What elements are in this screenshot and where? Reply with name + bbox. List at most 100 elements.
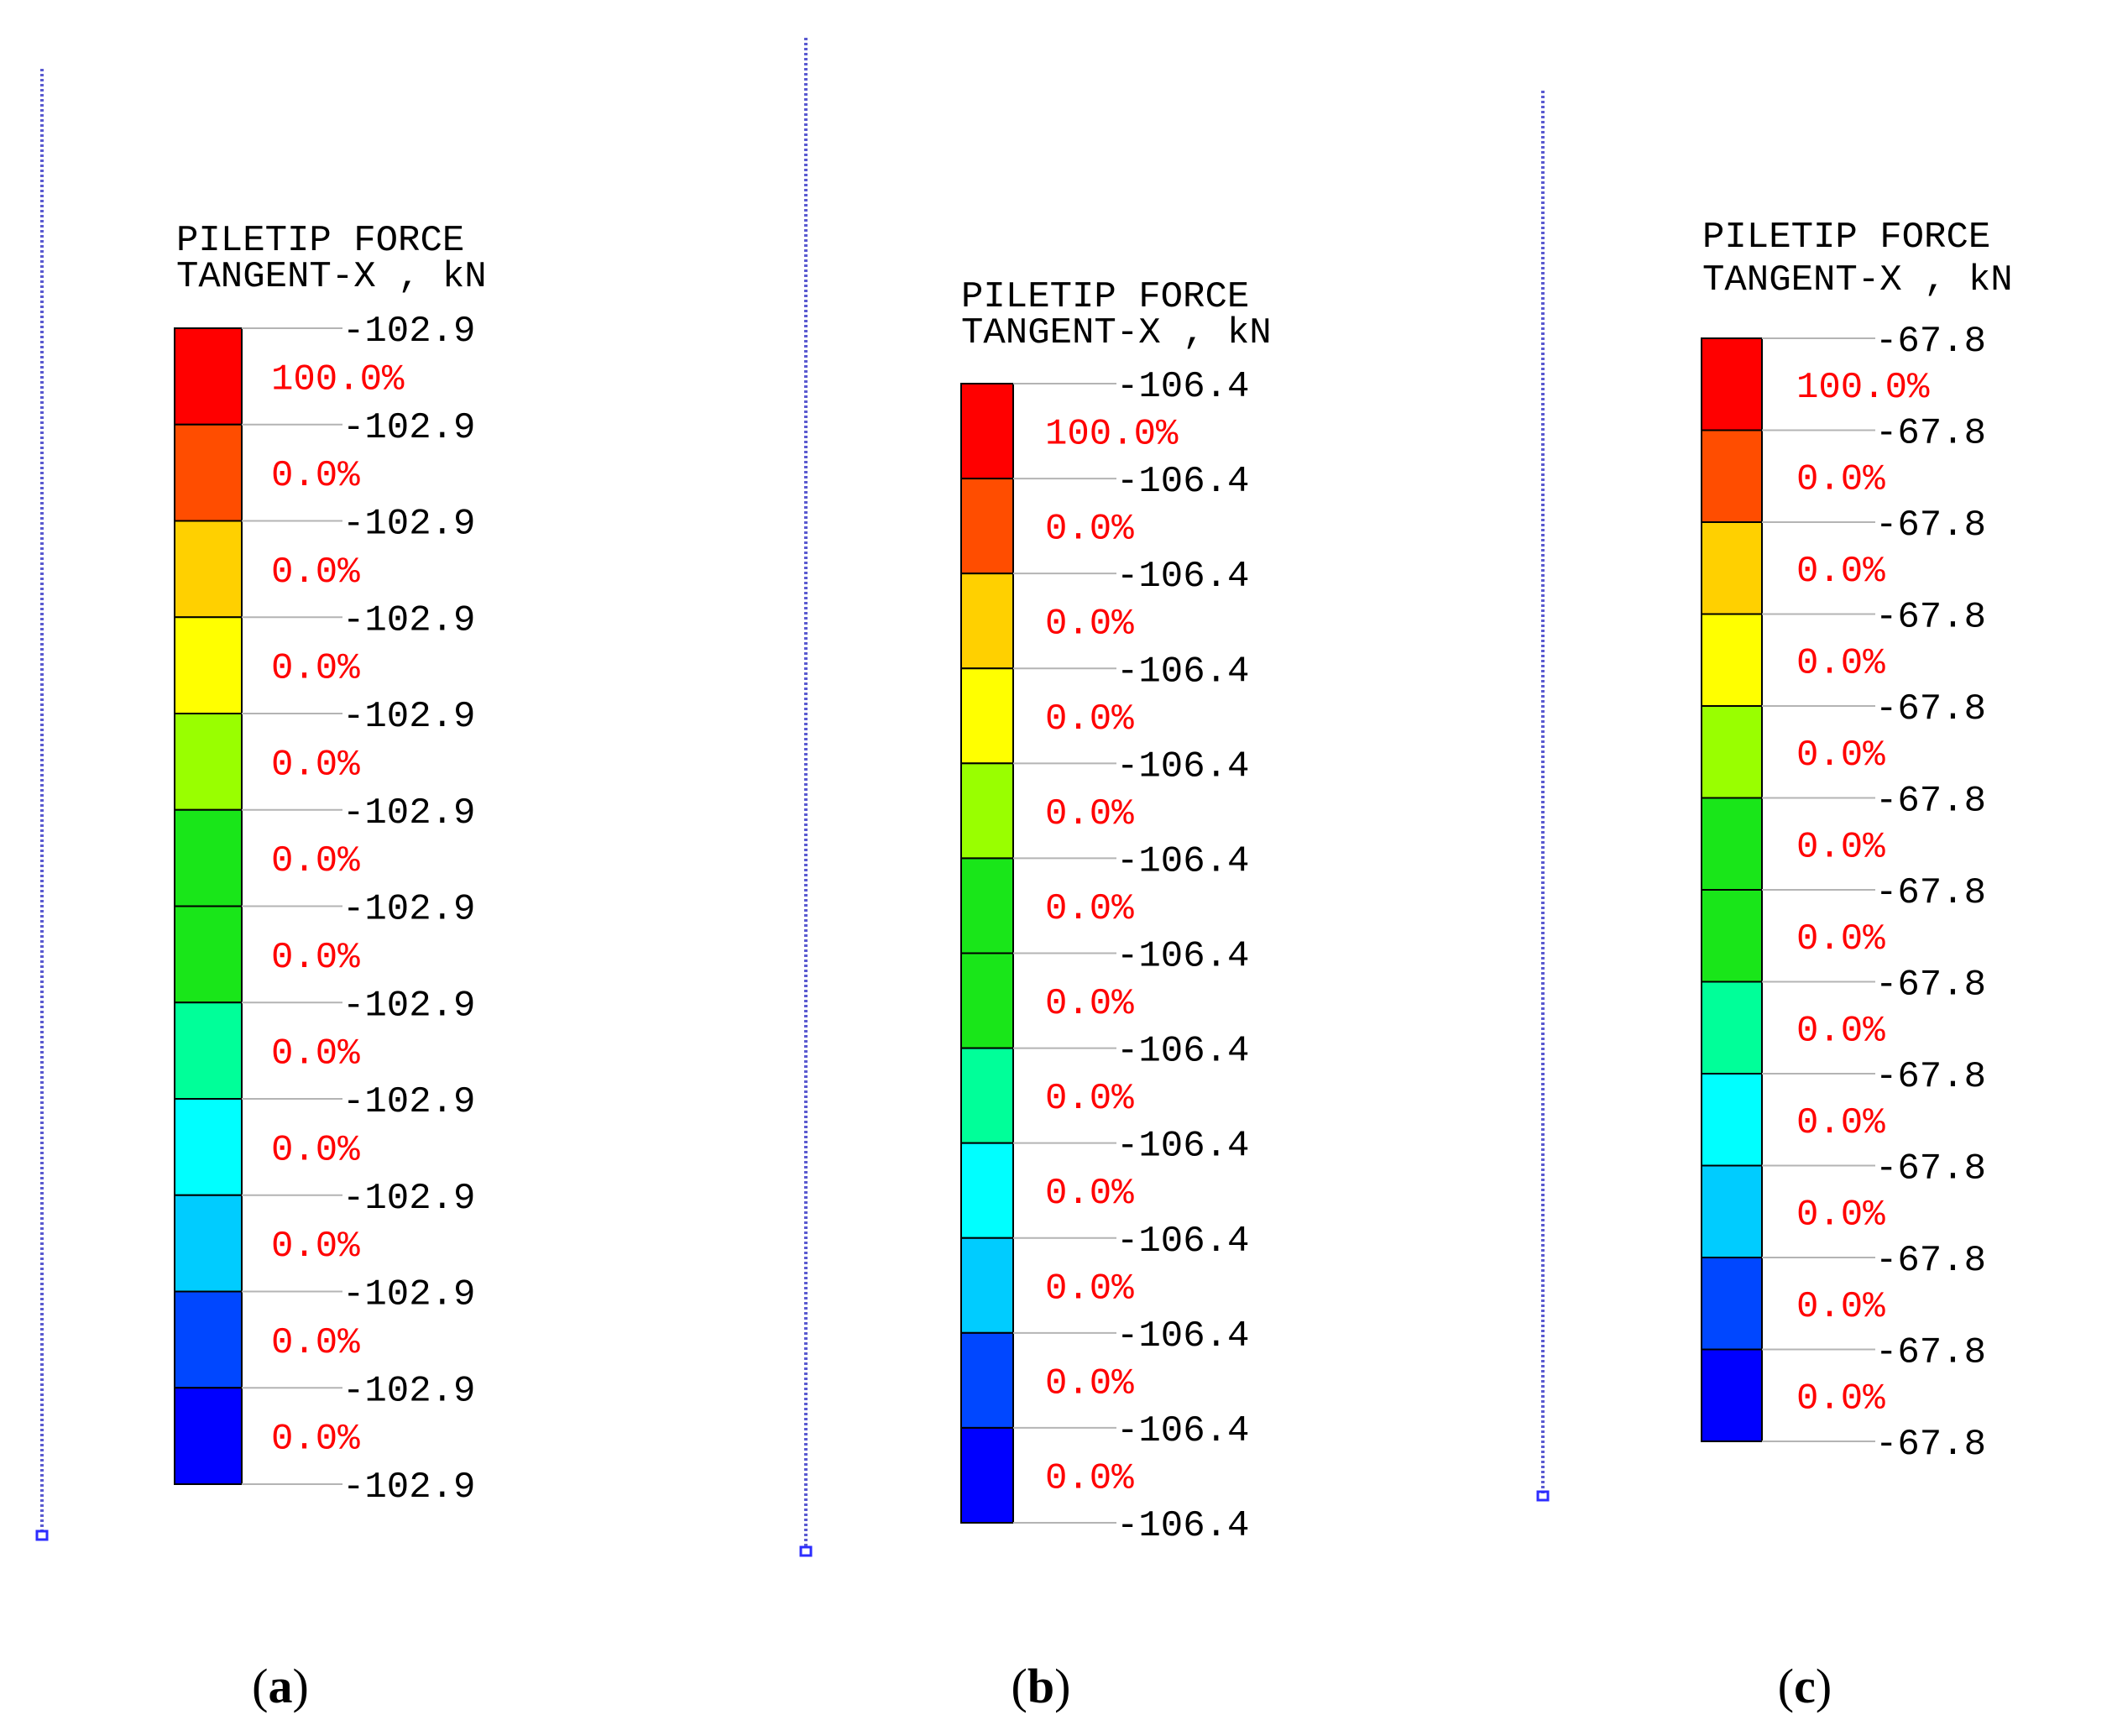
band-percent-label: 100.0% (271, 358, 405, 400)
band-percent-label: 0.0% (1796, 642, 1885, 684)
color-band-4 (174, 713, 243, 811)
scale-value-label: -67.8 (1875, 872, 1986, 914)
scale-value-label: -102.9 (342, 792, 475, 834)
panel-caption: (c) (1778, 1659, 1832, 1713)
scale-value-label: -67.8 (1875, 321, 1986, 363)
legend-title-line2: TANGENT-X , kN (1702, 259, 2013, 301)
band-percent-label: 0.0% (1796, 551, 1885, 593)
scale-value-label: -67.8 (1875, 1148, 1986, 1190)
scale-value-label: -67.8 (1875, 1332, 1986, 1374)
scale-value-label: -67.8 (1875, 1424, 1986, 1466)
panel-caption-letter: a (269, 1659, 293, 1713)
color-band-8 (960, 1142, 1014, 1239)
scale-value-label: -102.9 (342, 407, 475, 449)
color-band-9 (1701, 1164, 1763, 1258)
band-percent-label: 0.0% (271, 840, 360, 882)
scale-value-label: -67.8 (1875, 597, 1986, 639)
scale-value-label: -106.4 (1116, 1221, 1249, 1263)
color-band-8 (1701, 1073, 1763, 1167)
band-percent-label: 0.0% (271, 455, 360, 497)
legend-title-line2: TANGENT-X , kN (961, 312, 1272, 354)
band-percent-label: 100.0% (1045, 414, 1179, 456)
color-band-9 (960, 1237, 1014, 1334)
scale-value-label: -106.4 (1116, 840, 1249, 882)
color-band-3 (960, 667, 1014, 765)
band-percent-label: 0.0% (271, 1226, 360, 1268)
scale-value-label: -67.8 (1875, 1240, 1986, 1282)
scale-value-label: -106.4 (1116, 1126, 1249, 1168)
color-band-11 (960, 1426, 1014, 1524)
scale-value-label: -102.9 (342, 1274, 475, 1316)
scale-value-label: -67.8 (1875, 1056, 1986, 1098)
color-band-5 (174, 808, 243, 907)
color-band-7 (174, 1001, 243, 1100)
band-percent-label: 0.0% (1796, 1194, 1885, 1236)
legend-title-line1: PILETIP FORCE (961, 276, 1249, 318)
color-band-6 (1701, 889, 1763, 983)
band-percent-label: 0.0% (1045, 983, 1134, 1025)
scale-value-label: -106.4 (1116, 1410, 1249, 1452)
band-percent-label: 0.0% (1045, 604, 1134, 646)
scale-value-label: -106.4 (1116, 366, 1249, 408)
band-percent-label: 0.0% (1045, 1268, 1134, 1310)
color-band-2 (1701, 521, 1763, 615)
pile-tip-marker (799, 1545, 813, 1557)
band-percent-label: 0.0% (271, 648, 360, 690)
scale-value-label: -106.4 (1116, 1031, 1249, 1073)
panel-caption: (b) (1012, 1659, 1071, 1713)
color-band-4 (960, 762, 1014, 860)
scale-value-label: -102.9 (342, 504, 475, 546)
scale-value-label: -102.9 (342, 599, 475, 641)
scale-value-label: -67.8 (1875, 781, 1986, 823)
scale-value-label: -102.9 (342, 1467, 475, 1509)
band-percent-label: 0.0% (1796, 735, 1885, 776)
scale-value-label: -106.4 (1116, 556, 1249, 598)
color-band-9 (174, 1194, 243, 1293)
band-percent-label: 0.0% (271, 552, 360, 593)
color-band-5 (1701, 797, 1763, 891)
band-percent-label: 0.0% (1045, 509, 1134, 551)
band-percent-label: 100.0% (1796, 367, 1930, 409)
legend-title-line2: TANGENT-X , kN (176, 256, 487, 298)
color-band-4 (1701, 705, 1763, 799)
band-percent-label: 0.0% (1045, 793, 1134, 835)
color-band-1 (1701, 429, 1763, 523)
band-percent-label: 0.0% (1045, 1173, 1134, 1215)
color-band-3 (1701, 613, 1763, 707)
scale-value-label: -67.8 (1875, 505, 1986, 546)
color-band-5 (960, 857, 1014, 954)
band-percent-label: 0.0% (271, 1033, 360, 1075)
band-percent-label: 0.0% (1045, 1362, 1134, 1404)
scale-value-label: -106.4 (1116, 651, 1249, 693)
band-percent-label: 0.0% (271, 1129, 360, 1171)
color-band-2 (174, 520, 243, 619)
color-band-0 (960, 383, 1014, 480)
color-band-6 (174, 905, 243, 1004)
band-percent-label: 0.0% (271, 1419, 360, 1461)
band-percent-label: 0.0% (1796, 918, 1885, 960)
band-percent-label: 0.0% (1045, 1457, 1134, 1499)
legend-title-line1: PILETIP FORCE (176, 220, 464, 262)
band-percent-label: 0.0% (271, 1322, 360, 1364)
color-band-0 (174, 327, 243, 426)
band-percent-label: 0.0% (1045, 698, 1134, 740)
scale-value-label: -67.8 (1875, 965, 1986, 1007)
scale-value-label: -106.4 (1116, 936, 1249, 978)
panel-caption-letter: c (1794, 1659, 1816, 1713)
scale-value-label: -102.9 (342, 1370, 475, 1412)
scale-value-label: -102.9 (342, 696, 475, 738)
color-band-10 (1701, 1257, 1763, 1351)
color-band-8 (174, 1098, 243, 1196)
scale-value-label: -102.9 (342, 985, 475, 1027)
band-percent-label: 0.0% (1796, 1286, 1885, 1328)
band-percent-label: 0.0% (1796, 1010, 1885, 1052)
scale-value-label: -106.4 (1116, 1505, 1249, 1547)
band-percent-label: 0.0% (1796, 826, 1885, 868)
scale-value-label: -102.9 (342, 889, 475, 931)
scale-value-label: -102.9 (342, 311, 475, 353)
color-band-7 (1701, 980, 1763, 1075)
band-percent-label: 0.0% (1796, 458, 1885, 500)
scale-value-label: -106.4 (1116, 461, 1249, 503)
